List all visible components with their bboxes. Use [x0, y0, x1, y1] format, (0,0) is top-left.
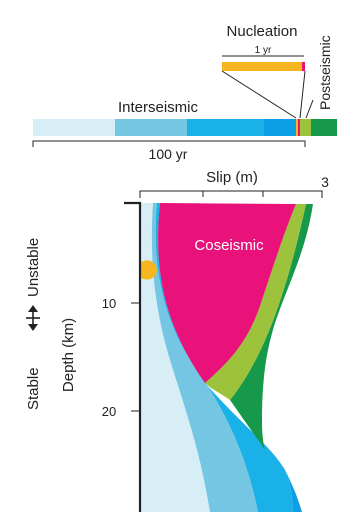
- interseismic-fill-2: [151, 203, 258, 512]
- nucleation-end-mark: [302, 62, 305, 71]
- nucleation-label: Nucleation: [227, 23, 298, 40]
- coseismic-segment: [298, 119, 300, 136]
- depth-axis: [124, 201, 142, 512]
- interseismic-segment-2: [115, 119, 187, 136]
- interseismic-segment-4: [264, 119, 296, 136]
- nucleation-fill: [141, 260, 157, 280]
- postseismic-leader: [305, 99, 314, 119]
- postseismic-label: Postseismic: [317, 35, 333, 110]
- stability-unstable-label: Unstable: [25, 238, 42, 297]
- interseismic-fill-1: [140, 203, 210, 512]
- interseismic-fill-3: [155, 203, 293, 512]
- nucleation-scale-label: 1 yr: [255, 45, 272, 56]
- interseismic-segment-3: [187, 119, 264, 136]
- double-headed-arrow-icon: [26, 305, 40, 331]
- depth-tick-label-20: 20: [102, 404, 116, 419]
- depth-axis-title: Depth (km): [60, 318, 77, 392]
- interseismic-segment-1: [33, 119, 115, 136]
- coseismic-fill: [158, 203, 296, 383]
- depth-tick-label-10: 10: [102, 296, 116, 311]
- zoom-line-left: [221, 70, 297, 119]
- timeline: Nucleation 1 yr Postseismic Interseismic…: [32, 23, 337, 162]
- interseismic-fill-4: [285, 470, 302, 512]
- slip-axis-title: Slip (m): [206, 169, 258, 186]
- nucleation-bar: [222, 62, 302, 71]
- slip-axis: [139, 190, 323, 198]
- postseismic-segment-1: [300, 119, 311, 136]
- nucleation-segment: [296, 119, 298, 136]
- timeline-scale-bracket: [32, 140, 306, 147]
- interseismic-label: Interseismic: [118, 99, 199, 116]
- zoom-line-right: [299, 70, 306, 119]
- coseismic-label: Coseismic: [194, 237, 264, 254]
- postseismic-segment-2: [311, 119, 337, 136]
- slip-axis-max-label: 3: [321, 174, 329, 190]
- postseismic-fill-2: [230, 204, 313, 450]
- slip-profile: Slip (m) 3 Coseismic 10 20 Depth (km) St…: [25, 169, 329, 512]
- postseismic-fill-1: [205, 204, 306, 400]
- stability-stable-label: Stable: [25, 367, 42, 410]
- timeline-scale-label: 100 yr: [149, 146, 188, 162]
